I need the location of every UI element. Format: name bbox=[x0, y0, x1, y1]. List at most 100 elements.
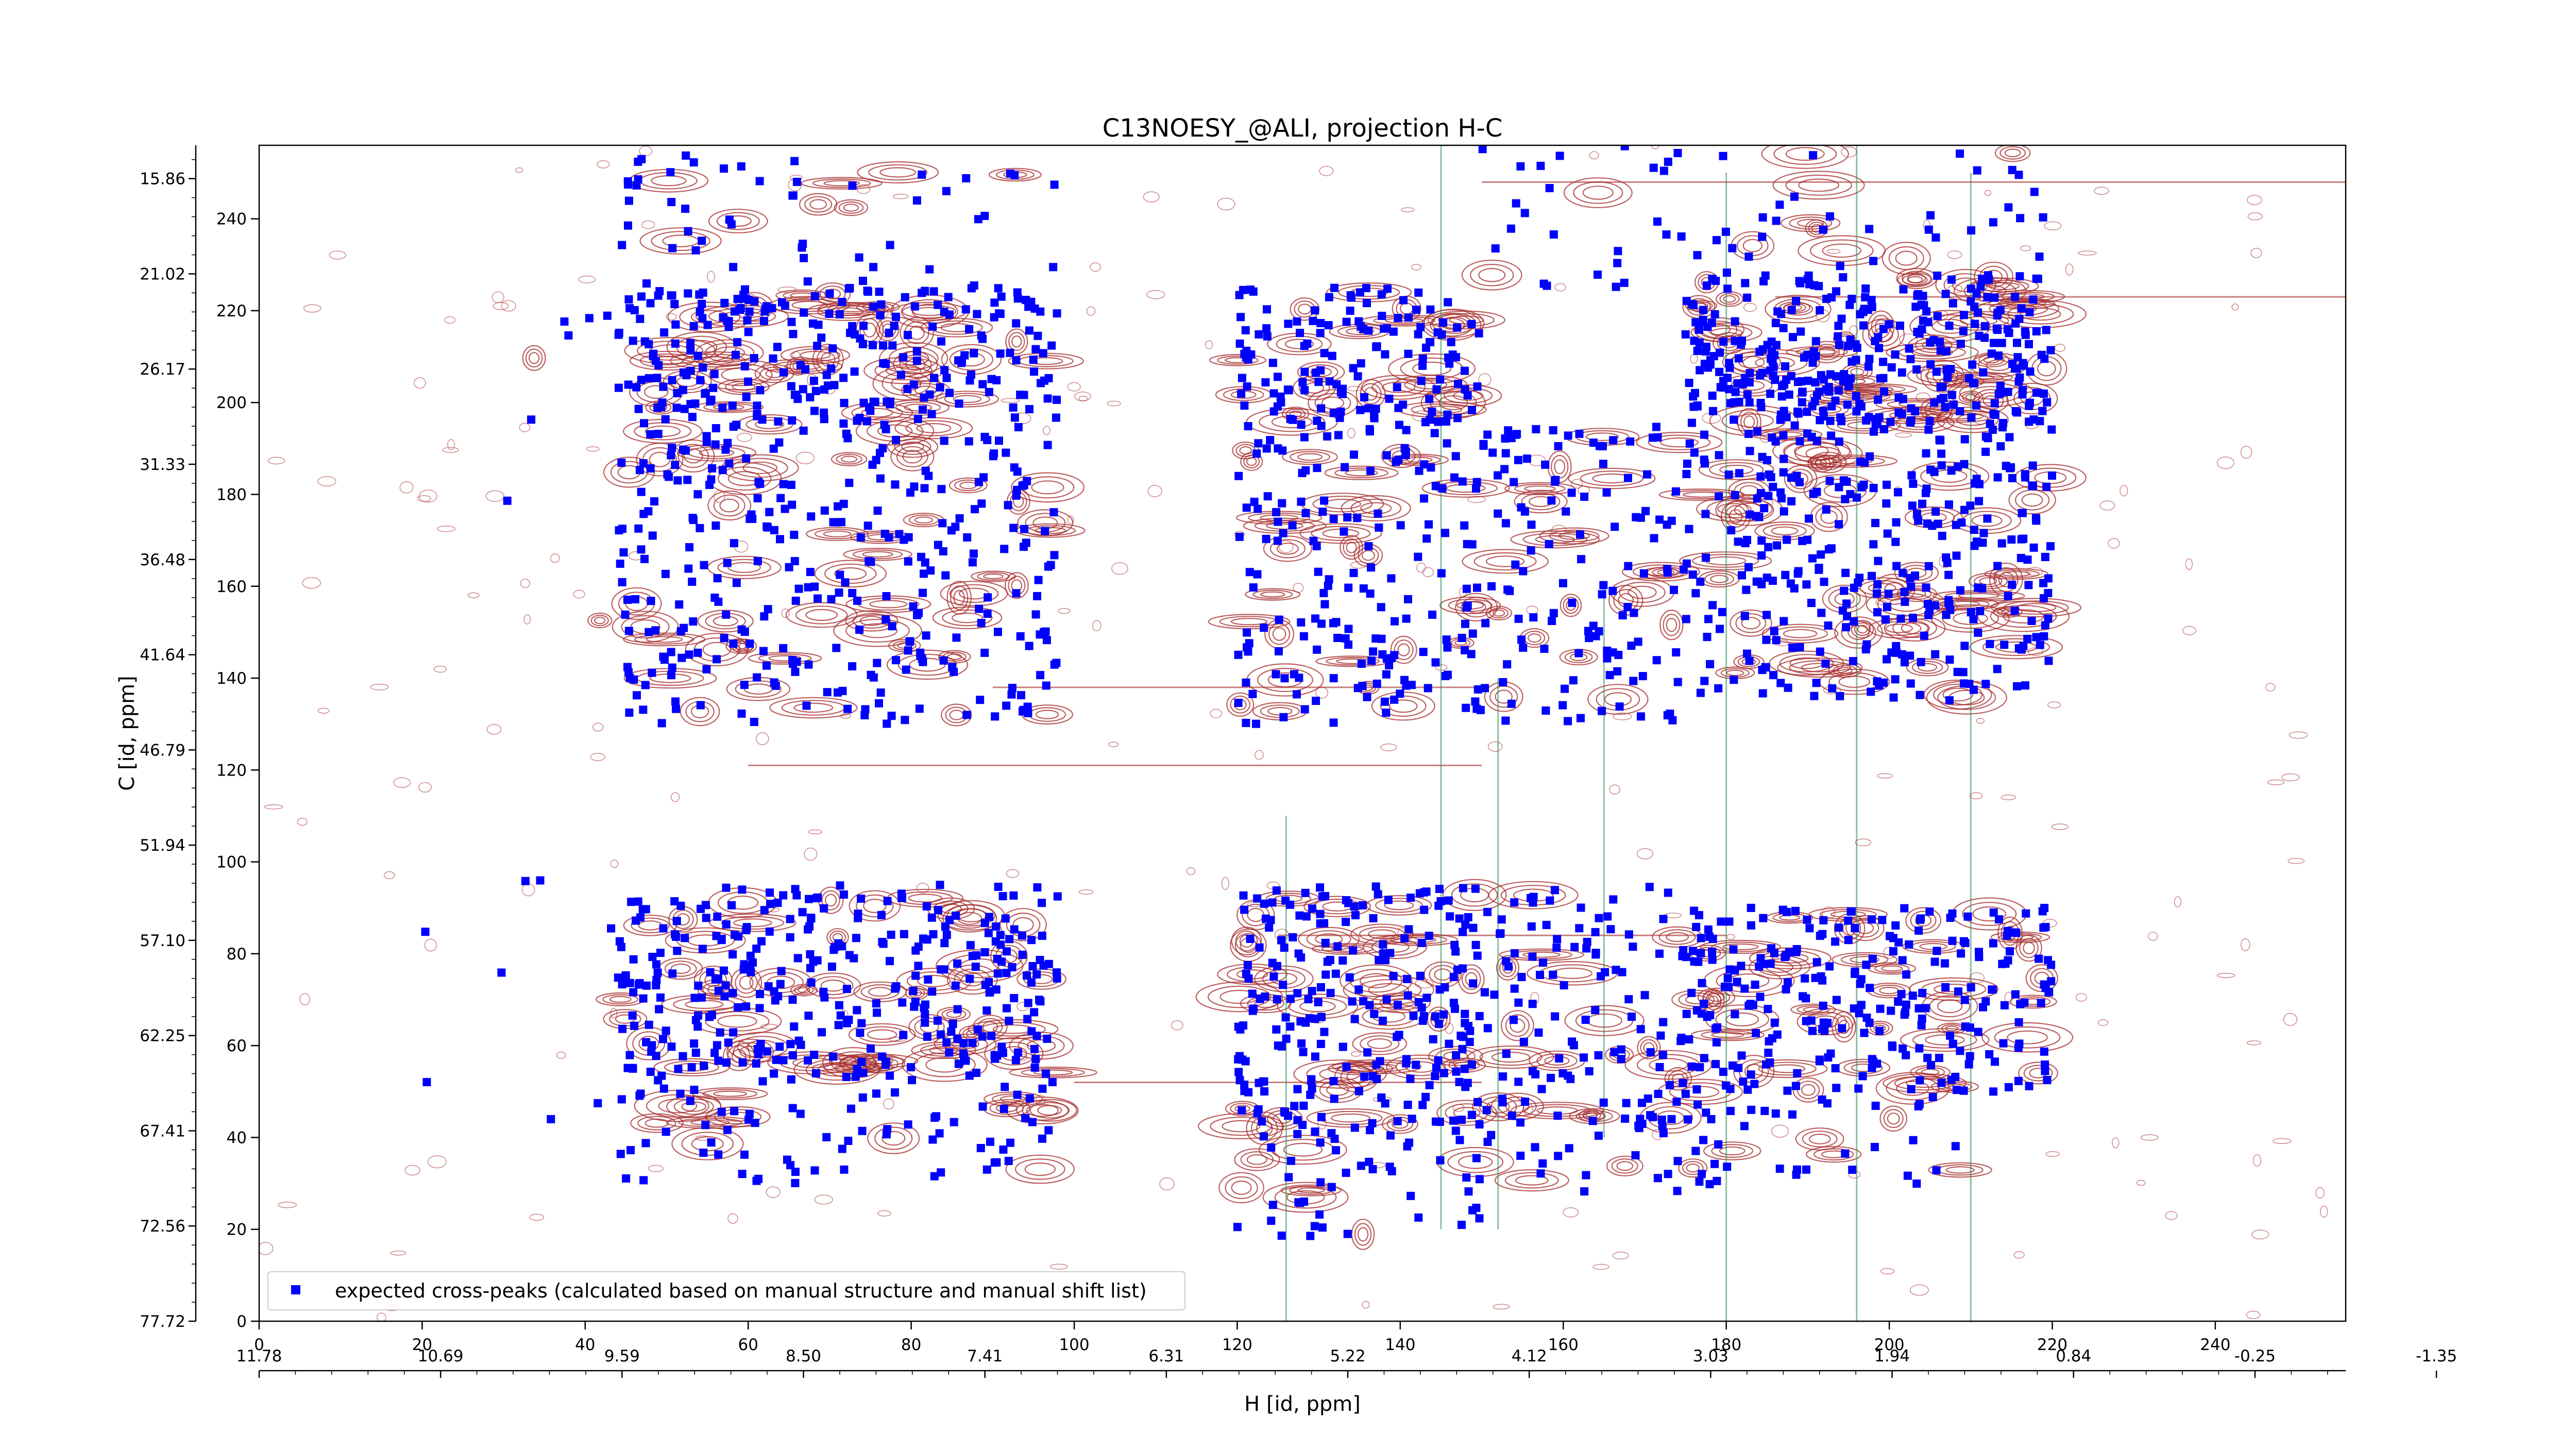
cross-peak-marker bbox=[1588, 1117, 1597, 1125]
cross-peak-marker bbox=[1009, 403, 1018, 412]
cross-peak-marker bbox=[1053, 309, 1061, 318]
cross-peak-marker bbox=[1314, 378, 1323, 386]
cross-peak-marker bbox=[1867, 296, 1876, 305]
cross-peak-marker bbox=[1733, 379, 1742, 387]
cross-peak-marker bbox=[1898, 956, 1907, 965]
cross-peak-marker bbox=[691, 399, 700, 408]
contour-noise bbox=[1147, 485, 1162, 497]
cross-peak-marker bbox=[1432, 385, 1441, 394]
cross-peak-marker bbox=[1981, 447, 1990, 456]
cross-peak-marker bbox=[1519, 1037, 1528, 1046]
cross-peak-marker bbox=[1482, 1106, 1491, 1115]
cross-peak-marker bbox=[1551, 886, 1559, 895]
cross-peak-marker bbox=[1907, 471, 1916, 480]
cross-peak-marker bbox=[781, 504, 789, 513]
cross-peak-marker bbox=[1811, 973, 1820, 982]
cross-peak-marker bbox=[903, 331, 912, 340]
cross-peak-marker bbox=[644, 507, 653, 516]
contour-ring bbox=[1942, 687, 1974, 702]
cross-peak-marker bbox=[1475, 329, 1483, 338]
cross-peak-marker bbox=[1915, 1100, 1924, 1108]
cross-peak-marker bbox=[1875, 413, 1884, 422]
cross-peak-marker bbox=[1510, 898, 1519, 907]
contour-ring bbox=[785, 602, 858, 628]
cross-peak-marker bbox=[1611, 523, 1619, 531]
contour-noise bbox=[317, 476, 336, 486]
cross-peak-marker bbox=[1966, 501, 1975, 510]
cross-peak-marker bbox=[1842, 477, 1851, 486]
cross-peak-marker bbox=[1817, 550, 1825, 559]
cross-peak-marker bbox=[788, 500, 796, 509]
cross-peak-marker bbox=[1591, 950, 1600, 959]
contour-ring bbox=[1031, 480, 1064, 495]
cross-peak-marker bbox=[1553, 1111, 1562, 1120]
cross-peak-marker bbox=[1899, 395, 1907, 403]
cross-peak-marker bbox=[1810, 281, 1819, 290]
cross-peak-marker bbox=[603, 311, 612, 320]
cross-peak-marker bbox=[659, 382, 668, 391]
contour-ring bbox=[1794, 443, 1852, 464]
cross-peak-marker bbox=[820, 506, 829, 515]
cross-peak-marker bbox=[1450, 473, 1459, 482]
cross-peak-marker bbox=[1740, 612, 1749, 620]
cross-peak-marker bbox=[1696, 688, 1705, 697]
contour-ring bbox=[834, 199, 869, 216]
cross-peak-marker bbox=[699, 363, 707, 372]
cross-peak-marker bbox=[2021, 470, 2029, 479]
cross-peak-marker bbox=[1812, 679, 1821, 687]
cross-peak-marker bbox=[1700, 999, 1708, 1008]
contour-noise bbox=[2283, 1013, 2298, 1026]
cross-peak-marker bbox=[1808, 358, 1817, 367]
cross-peak-marker bbox=[818, 1028, 826, 1037]
cross-peak-marker bbox=[1624, 474, 1632, 482]
contour-noise bbox=[2045, 1151, 2060, 1157]
cross-peak-marker bbox=[1002, 969, 1011, 978]
contour-noise bbox=[777, 287, 797, 293]
x-tick-label: 220 bbox=[2037, 1336, 2067, 1354]
cross-peak-marker bbox=[1406, 1074, 1415, 1083]
contour-ring bbox=[1880, 965, 1903, 972]
cross-peak-marker bbox=[1242, 969, 1250, 978]
cross-peak-marker bbox=[1462, 1173, 1471, 1182]
cross-peak-marker bbox=[786, 1161, 795, 1170]
contour-ring bbox=[823, 530, 852, 537]
cross-peak-marker bbox=[972, 1069, 980, 1077]
x-tick-label: 20 bbox=[412, 1336, 432, 1354]
cross-peak-marker bbox=[1420, 494, 1428, 503]
cross-peak-marker bbox=[1384, 896, 1393, 904]
cross-peak-marker bbox=[2019, 359, 2027, 367]
ppm-tick-label: 11.78 bbox=[236, 1347, 282, 1366]
cross-peak-marker bbox=[1687, 1062, 1696, 1071]
cross-peak-marker bbox=[1816, 932, 1824, 940]
cross-peak-marker bbox=[1775, 200, 1784, 209]
cross-peak-marker bbox=[746, 951, 755, 960]
cross-peak-marker bbox=[699, 288, 707, 297]
contour-noise bbox=[1452, 1104, 1465, 1112]
y-axis-ppm: 77.7272.5667.4162.2557.1051.9446.7941.64… bbox=[140, 145, 197, 1331]
contour-ring bbox=[1724, 498, 1774, 522]
cross-peak-marker bbox=[1880, 425, 1888, 433]
cross-peak-marker bbox=[1942, 611, 1951, 619]
contour-ring bbox=[1905, 907, 1942, 934]
cross-peak-marker bbox=[859, 322, 868, 330]
cross-peak-marker bbox=[914, 609, 923, 617]
cross-peak-marker bbox=[859, 277, 867, 285]
cross-peak-marker bbox=[1983, 293, 1992, 301]
cross-peak-marker bbox=[1034, 576, 1043, 584]
cross-peak-marker bbox=[1528, 1000, 1537, 1008]
contour-ring bbox=[914, 516, 934, 524]
cross-peak-marker bbox=[1450, 940, 1459, 949]
cross-peak-marker bbox=[777, 967, 786, 975]
cross-peak-marker bbox=[1036, 307, 1045, 316]
cross-peak-marker bbox=[1726, 1085, 1735, 1093]
cross-peak-marker bbox=[1672, 1098, 1681, 1106]
cross-peak-marker bbox=[713, 1041, 721, 1050]
cross-peak-marker bbox=[1836, 413, 1845, 422]
cross-peak-marker bbox=[1696, 366, 1704, 375]
cross-peak-marker bbox=[2023, 555, 2032, 564]
cross-peak-marker bbox=[1795, 478, 1804, 486]
cross-peak-marker bbox=[1802, 994, 1810, 1003]
cross-peak-marker bbox=[1881, 615, 1890, 624]
contour-ring bbox=[1346, 542, 1357, 553]
cross-peak-marker bbox=[983, 610, 992, 618]
